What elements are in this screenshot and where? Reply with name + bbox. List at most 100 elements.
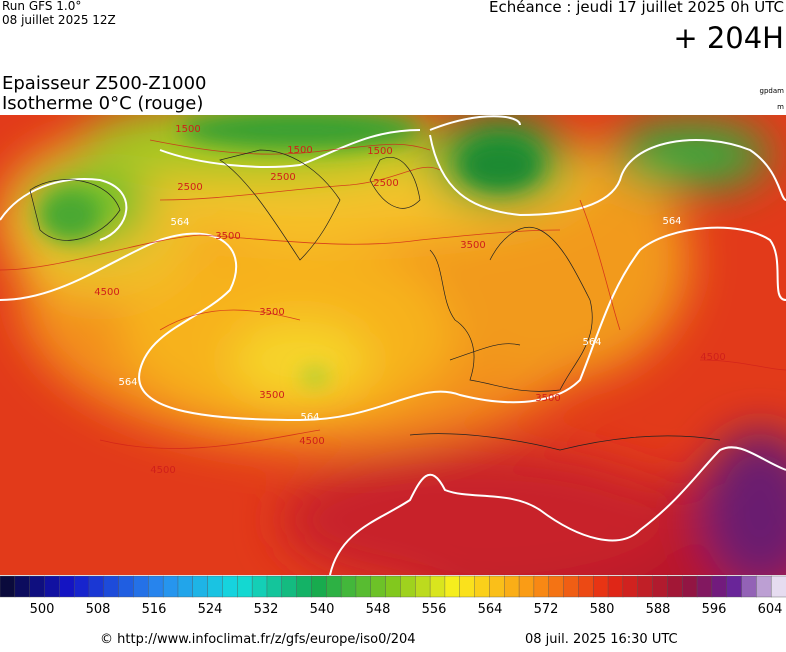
map-subtitle: Isotherme 0°C (rouge) <box>2 93 203 114</box>
colorbar-label: 588 <box>646 602 671 617</box>
color-swatch <box>266 575 283 598</box>
color-swatch <box>459 575 476 598</box>
color-swatch <box>711 575 728 598</box>
color-swatch <box>237 575 253 598</box>
colorbar-label: 596 <box>702 602 727 617</box>
color-swatch <box>148 575 164 598</box>
map-title: Epaisseur Z500-Z1000 <box>2 73 207 94</box>
forecast-time: Echéance : jeudi 17 juillet 2025 0h UTC <box>489 0 784 16</box>
colorbar-label: 580 <box>590 602 615 617</box>
map <box>0 115 786 575</box>
colorbar-label: 532 <box>254 602 279 617</box>
color-swatch <box>578 575 594 598</box>
colorbar: 500 508 516 524 532 540 548 556 564 572 580 588 596 6… <box>0 575 786 617</box>
color-swatch <box>741 575 757 598</box>
color-swatch <box>14 575 31 598</box>
source-url: © http://www.infoclimat.fr/z/gfs/europe/… <box>100 632 416 647</box>
forecast-horizon: + 204H <box>673 21 784 55</box>
contour-label: 4500 <box>150 465 175 476</box>
contour-label: 4500 <box>299 436 324 447</box>
contour-label: 564 <box>582 337 601 348</box>
color-swatch <box>177 575 194 598</box>
color-swatch <box>548 575 565 598</box>
colorbar-label: 548 <box>366 602 391 617</box>
color-swatch <box>400 575 416 598</box>
unit-label: gpdam <box>760 87 785 95</box>
colorbar-label: 564 <box>478 602 503 617</box>
color-swatch <box>726 575 743 598</box>
colorbar-label: 500 <box>30 602 55 617</box>
color-swatch <box>593 575 609 598</box>
color-swatch <box>103 575 120 598</box>
color-swatch <box>222 575 238 598</box>
color-swatch <box>370 575 387 598</box>
color-swatch <box>88 575 105 598</box>
color-swatch <box>251 575 268 598</box>
color-swatch <box>73 575 90 598</box>
contour-label: 3500 <box>259 390 284 401</box>
colorbar-label: 508 <box>86 602 111 617</box>
colorbar-label: 540 <box>310 602 335 617</box>
contour-label: 1500 <box>287 145 312 156</box>
contour-label: 3500 <box>535 393 560 404</box>
color-swatch <box>667 575 683 598</box>
color-swatch <box>607 575 624 598</box>
contour-label: 564 <box>300 412 319 423</box>
color-swatch <box>59 575 75 598</box>
contour-label: 2500 <box>177 182 202 193</box>
color-swatch <box>681 575 698 598</box>
unit-label: m <box>777 103 784 111</box>
color-swatch <box>474 575 490 598</box>
color-swatch <box>770 575 786 598</box>
color-swatch <box>311 575 327 598</box>
color-swatch <box>207 575 223 598</box>
colorbar-label: 604 <box>758 602 783 617</box>
colorbar-label: 516 <box>142 602 167 617</box>
colorbar-label: 524 <box>198 602 223 617</box>
color-swatch <box>518 575 535 598</box>
timestamp: 08 juil. 2025 16:30 UTC <box>525 632 678 647</box>
contour-label: 3500 <box>259 307 284 318</box>
color-swatch <box>504 575 520 598</box>
contour-label: 2500 <box>270 172 295 183</box>
contour-labels: 564 564 564 564 564 1500 1500 1500 2500 2500 2500 3… <box>94 124 725 476</box>
color-swatch <box>133 575 149 598</box>
color-swatch <box>162 575 179 598</box>
contour-label: 3500 <box>215 231 240 242</box>
colorbar-label: 572 <box>534 602 559 617</box>
color-swatch <box>118 575 134 598</box>
color-swatch <box>415 575 431 598</box>
run-date: 08 juillet 2025 12Z <box>2 13 116 27</box>
contour-label: 1500 <box>175 124 200 135</box>
color-swatch <box>355 575 372 598</box>
color-swatch <box>489 575 505 598</box>
color-swatch <box>637 575 654 598</box>
color-swatch <box>385 575 401 598</box>
run-label: Run GFS 1.0° <box>2 0 81 13</box>
color-swatch <box>652 575 668 598</box>
contour-label: 2500 <box>373 178 398 189</box>
color-swatch <box>29 575 45 598</box>
color-swatch <box>622 575 639 598</box>
color-swatch <box>429 575 446 598</box>
contour-label: 4500 <box>700 352 725 363</box>
color-swatch <box>326 575 342 598</box>
contour-label: 564 <box>662 216 681 227</box>
contour-label: 564 <box>170 217 189 228</box>
color-swatch <box>44 575 60 598</box>
color-swatch <box>0 575 16 598</box>
color-swatch <box>444 575 461 598</box>
color-swatch <box>281 575 298 598</box>
color-swatch <box>533 575 550 598</box>
color-swatch <box>696 575 713 598</box>
color-swatch <box>296 575 312 598</box>
color-swatch <box>340 575 357 598</box>
colorbar-label: 556 <box>422 602 447 617</box>
color-swatch <box>563 575 579 598</box>
contour-label: 1500 <box>367 146 392 157</box>
contour-label: 4500 <box>94 287 119 298</box>
color-swatch <box>192 575 209 598</box>
color-swatch <box>756 575 772 598</box>
